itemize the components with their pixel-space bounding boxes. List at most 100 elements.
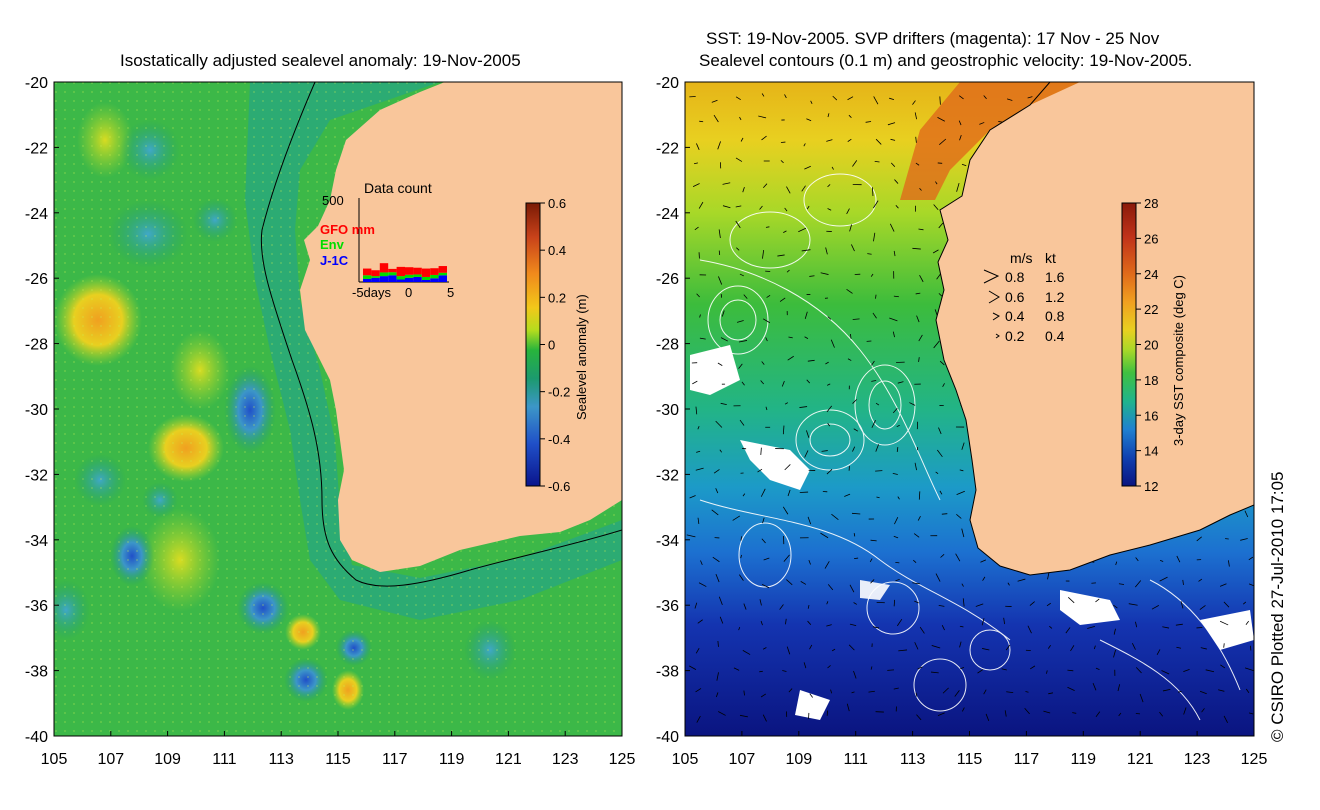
velocity-vector bbox=[804, 165, 811, 170]
velocity-vector bbox=[961, 528, 965, 538]
lon-tick-label: 123 bbox=[552, 751, 579, 768]
velocity-vector bbox=[713, 469, 720, 474]
velocity-vector bbox=[890, 138, 896, 141]
velocity-vector bbox=[827, 208, 832, 211]
velocity-vector bbox=[852, 446, 856, 452]
inset-bar-env bbox=[379, 272, 389, 277]
velocity-vector bbox=[1156, 649, 1161, 655]
velocity-vector bbox=[777, 254, 785, 257]
velocity-vector bbox=[736, 320, 744, 323]
velocity-vector bbox=[1248, 556, 1254, 561]
velocity-legend-ms-2: 0.4 bbox=[1005, 308, 1025, 324]
velocity-vector bbox=[844, 493, 851, 497]
velocity-vector bbox=[854, 557, 859, 559]
velocity-vector bbox=[695, 467, 704, 471]
inset-bar-env bbox=[430, 274, 439, 279]
velocity-vector bbox=[695, 647, 700, 654]
velocity-vector bbox=[780, 160, 784, 164]
inset-bar-gfo bbox=[438, 266, 447, 273]
velocity-vector bbox=[742, 650, 751, 655]
velocity-vector bbox=[1095, 667, 1100, 671]
velocity-vector bbox=[717, 640, 719, 647]
velocity-vector bbox=[782, 425, 785, 435]
lat-tick-label: -36 bbox=[25, 598, 48, 615]
velocity-vector bbox=[894, 179, 899, 184]
velocity-vector bbox=[711, 99, 718, 103]
lon-tick-label: 113 bbox=[900, 751, 926, 768]
velocity-vector bbox=[870, 579, 875, 584]
velocity-vector bbox=[827, 584, 834, 591]
velocity-legend: m/s kt 0.8 1.6 0.6 1.2 0.4 0.8 0.2 0.4 bbox=[983, 250, 1065, 344]
velocity-vector bbox=[1113, 628, 1116, 635]
velocity-vector bbox=[873, 96, 879, 105]
velocity-vector bbox=[1117, 684, 1121, 692]
velocity-vector bbox=[738, 340, 748, 343]
right-colorbar: 28 26 24 22 20 18 16 14 12 3-day SST composite (… bbox=[1121, 196, 1186, 494]
velocity-vector bbox=[1048, 692, 1054, 695]
inset-legend-gfo: GFO mm bbox=[320, 222, 375, 237]
inset-ymax-label: 500 bbox=[322, 193, 344, 208]
lon-tick-label: 125 bbox=[609, 751, 636, 768]
velocity-vector bbox=[1131, 642, 1136, 650]
velocity-vector bbox=[686, 534, 696, 538]
velocity-vector bbox=[919, 626, 925, 634]
velocity-vector bbox=[800, 581, 807, 585]
inset-bar-j1c bbox=[430, 278, 439, 282]
velocity-vector bbox=[820, 532, 829, 539]
velocity-vector bbox=[689, 495, 696, 499]
velocity-vector bbox=[937, 712, 945, 716]
velocity-vector bbox=[762, 647, 767, 650]
velocity-vector bbox=[1049, 625, 1053, 629]
lon-tick-label: 119 bbox=[439, 751, 465, 768]
velocity-vector bbox=[1128, 603, 1138, 606]
inset-bar-gfo bbox=[388, 268, 397, 273]
velocity-vector bbox=[1047, 645, 1051, 649]
velocity-vector bbox=[806, 118, 812, 122]
velocity-vector bbox=[1223, 715, 1228, 723]
velocity-vector bbox=[893, 250, 896, 257]
velocity-vector bbox=[806, 205, 810, 210]
velocity-vector bbox=[1162, 626, 1170, 629]
velocity-vector bbox=[853, 533, 856, 537]
velocity-vector bbox=[740, 137, 744, 142]
velocity-vector bbox=[798, 227, 807, 233]
velocity-vector bbox=[1027, 96, 1033, 99]
inset-legend-j1c: J-1C bbox=[320, 253, 349, 268]
velocity-vector bbox=[889, 317, 898, 322]
inset-bar-env bbox=[405, 274, 414, 278]
velocity-vector bbox=[739, 574, 744, 581]
lat-tick-label: -26 bbox=[656, 271, 679, 288]
velocity-vector bbox=[1159, 576, 1168, 582]
inset-title: Data count bbox=[364, 180, 432, 196]
velocity-vector bbox=[892, 407, 898, 414]
velocity-vector bbox=[826, 139, 833, 142]
inset-legend-env: Env bbox=[320, 237, 345, 252]
velocity-vector bbox=[1046, 602, 1051, 607]
velocity-vector bbox=[1113, 604, 1118, 609]
lon-tick-label: 107 bbox=[729, 751, 756, 768]
velocity-vector bbox=[918, 491, 921, 500]
velocity-vector bbox=[1135, 621, 1138, 628]
velocity-vector bbox=[761, 93, 765, 97]
velocity-vector bbox=[1245, 620, 1250, 625]
velocity-legend-kt-2: 0.8 bbox=[1045, 308, 1065, 324]
velocity-vector bbox=[1027, 625, 1032, 634]
velocity-vector bbox=[909, 402, 916, 406]
velocity-vector bbox=[720, 402, 727, 406]
velocity-vector bbox=[803, 143, 806, 147]
velocity-vector bbox=[1159, 559, 1164, 562]
velocity-vector bbox=[761, 135, 767, 141]
velocity-vector bbox=[1070, 645, 1075, 652]
velocity-vector bbox=[1043, 710, 1051, 714]
velocity-vector bbox=[1135, 557, 1139, 562]
velocity-vector bbox=[852, 160, 858, 167]
inset-bar-env bbox=[363, 275, 372, 279]
velocity-vector bbox=[760, 488, 766, 497]
velocity-vector bbox=[938, 222, 944, 229]
velocity-vector bbox=[960, 667, 965, 670]
colorbar-tick-label: -0.6 bbox=[548, 479, 570, 494]
velocity-vector bbox=[896, 446, 899, 452]
velocity-vector bbox=[760, 693, 767, 698]
velocity-vector bbox=[1118, 712, 1122, 717]
velocity-vector bbox=[961, 163, 967, 167]
